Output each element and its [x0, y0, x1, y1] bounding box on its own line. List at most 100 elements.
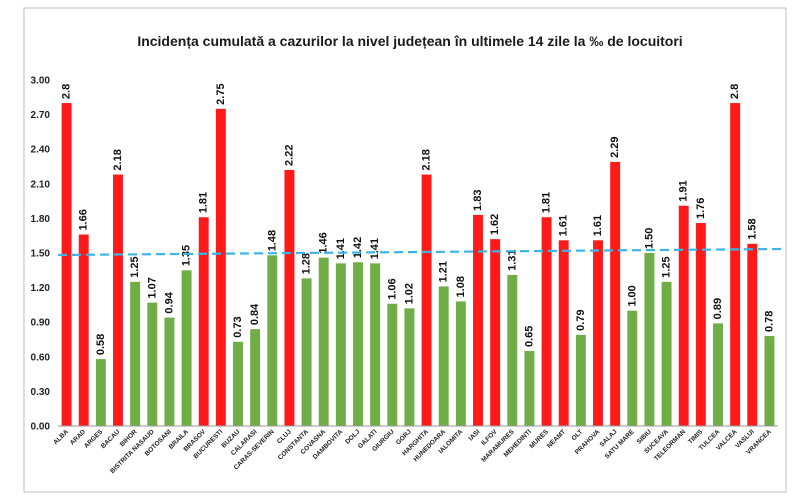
bar-caras-severin — [267, 255, 278, 426]
bar-botosani — [164, 317, 175, 426]
y-tick-label: 0.90 — [31, 318, 51, 329]
data-label: 1.81 — [198, 192, 210, 213]
bar-dolj — [353, 262, 363, 426]
data-label: 1.48 — [266, 230, 278, 251]
x-tick-label: OLT — [570, 428, 584, 442]
chart-title: Incidența cumulată a cazurilor la nivel … — [137, 33, 682, 49]
data-label: 0.65 — [523, 326, 535, 347]
data-label: 0.58 — [95, 334, 107, 355]
data-label: 1.50 — [643, 228, 655, 249]
bar-valcea — [730, 103, 741, 427]
bar-vrancea — [764, 336, 775, 426]
x-tick-label: IASI — [468, 428, 482, 442]
y-tick-label: 1.80 — [31, 214, 51, 225]
data-label: 0.79 — [575, 309, 587, 330]
data-label: 1.61 — [592, 215, 604, 236]
bar-dambovita — [335, 263, 346, 426]
bar-timis — [695, 223, 706, 426]
data-label: 2.8 — [729, 84, 741, 99]
data-label: 1.28 — [301, 253, 313, 274]
data-label: 1.07 — [146, 277, 158, 298]
bar-brasov — [198, 217, 209, 426]
y-tick-label: 1.50 — [31, 249, 51, 260]
bar-iasi — [473, 214, 483, 426]
data-label: 0.84 — [249, 303, 261, 325]
data-label: 1.31 — [506, 249, 518, 270]
data-label: 1.66 — [78, 209, 90, 230]
bar-calarasi — [250, 329, 261, 426]
bar-neamt — [558, 240, 569, 426]
data-label: 1.25 — [661, 256, 673, 277]
y-tick-label: 0.60 — [31, 352, 51, 363]
y-tick-label: 0.00 — [31, 422, 51, 433]
x-tick-label: ALBA — [52, 428, 70, 446]
bar-bucuresti — [215, 108, 226, 426]
bar-prahova — [593, 240, 603, 426]
bar-tulcea — [713, 323, 723, 426]
data-labels: 2.8 1.66 0.58 2.18 1.25 1.07 0.94 1.35 1.81 2.75 0… — [61, 83, 776, 355]
bar-bistrita-nasaud — [147, 302, 158, 426]
data-label: 1.81 — [541, 192, 553, 213]
data-label: 1.62 — [489, 214, 501, 235]
y-tick-label: 2.70 — [31, 110, 51, 121]
bar-mehedinti — [524, 351, 535, 426]
data-label: 1.91 — [678, 180, 690, 201]
bar-sibiu — [644, 253, 655, 426]
x-tick-label: BACAU — [100, 428, 122, 450]
x-tick-label: TELEORMAN — [653, 428, 687, 462]
data-label: 2.22 — [283, 145, 295, 166]
data-label: 1.25 — [129, 256, 141, 277]
bars — [61, 103, 775, 427]
data-label: 1.76 — [695, 198, 707, 219]
bar-buzau — [233, 341, 243, 426]
data-label: 1.08 — [455, 276, 467, 297]
bar-galati — [370, 263, 381, 426]
data-label: 2.75 — [215, 83, 227, 104]
bar-maramures — [507, 274, 518, 426]
bar-bacau — [113, 174, 123, 426]
data-label: 2.8 — [61, 84, 73, 99]
data-label: 2.18 — [112, 149, 124, 170]
data-label: 1.35 — [181, 245, 193, 266]
data-label: 0.73 — [232, 316, 244, 337]
bar-teleorman — [678, 205, 689, 426]
data-label: 1.02 — [403, 283, 415, 304]
threshold-line — [57, 247, 783, 257]
bar-covasna — [318, 257, 329, 426]
bar-ialomita — [455, 301, 466, 426]
bar-braila — [181, 270, 192, 426]
y-tick-label: 2.40 — [31, 145, 51, 156]
data-label: 1.46 — [318, 232, 330, 253]
data-label: 1.58 — [746, 218, 758, 239]
data-label: 1.41 — [369, 238, 381, 259]
bar-constanta — [301, 278, 312, 426]
y-tick-label: 3.00 — [31, 76, 51, 87]
data-label: 1.83 — [472, 190, 484, 211]
bar-arad — [78, 234, 89, 426]
chart-border — [23, 7, 787, 493]
bar-hunedoara — [438, 286, 449, 426]
data-label: 1.61 — [558, 215, 570, 236]
bar-arges — [95, 359, 106, 426]
data-label: 1.21 — [438, 261, 450, 282]
bar-giurgiu — [387, 303, 398, 426]
bar-cluj — [284, 169, 295, 426]
data-label: 0.89 — [712, 298, 724, 319]
y-tick-label: 1.20 — [31, 283, 51, 294]
data-label: 1.41 — [335, 238, 347, 259]
bar-ilfov — [490, 239, 501, 426]
bar-salaj — [610, 161, 621, 427]
bar-satu-mare — [627, 310, 638, 426]
data-label: 0.94 — [163, 291, 175, 313]
bar-vaslui — [747, 243, 758, 426]
bar-harghita — [421, 174, 432, 426]
data-label: 1.06 — [386, 278, 398, 299]
x-tick-label: NEAMT — [546, 428, 567, 449]
data-label: 2.29 — [609, 136, 621, 157]
data-label: 1.42 — [352, 237, 364, 258]
data-label: 2.18 — [421, 149, 433, 170]
bar-olt — [575, 334, 586, 426]
